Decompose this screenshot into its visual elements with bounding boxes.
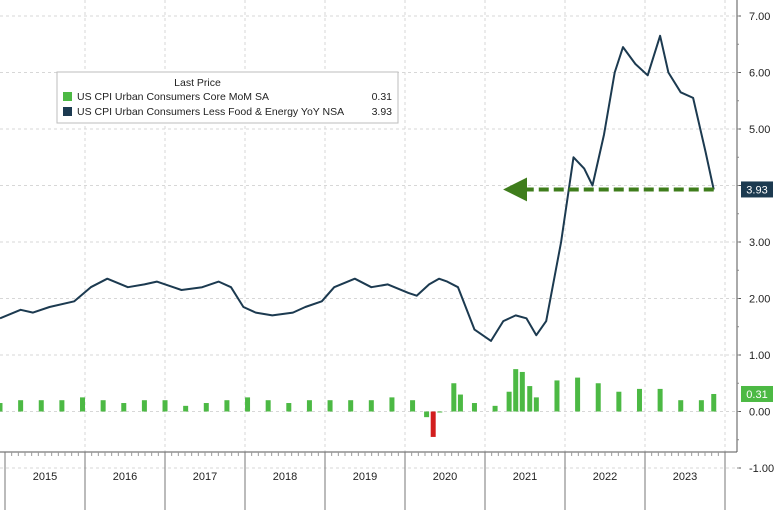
- bar: [38, 400, 44, 412]
- x-tick-label: 2015: [33, 471, 57, 483]
- bar: [678, 400, 684, 412]
- bar: [203, 403, 209, 412]
- x-tick-label: 2021: [513, 471, 537, 483]
- last-value-tag-label: 0.31: [746, 389, 767, 401]
- bar: [80, 397, 86, 412]
- x-tick-label: 2022: [593, 471, 617, 483]
- bar: [348, 400, 354, 412]
- bar: [245, 397, 251, 412]
- bar: [121, 403, 127, 412]
- bar: [616, 391, 622, 412]
- y-tick-label: -1.00: [749, 463, 774, 475]
- legend-entry-value: 3.93: [372, 106, 393, 118]
- y-tick-label: 1.00: [749, 350, 770, 362]
- x-tick-label: 2018: [273, 471, 297, 483]
- x-tick-label: 2019: [353, 471, 377, 483]
- bar: [513, 369, 519, 412]
- y-tick-label: 0.00: [749, 407, 770, 419]
- bar: [410, 400, 416, 412]
- bar: [0, 403, 3, 412]
- x-tick-label: 2016: [113, 471, 137, 483]
- last-value-tag-bg: [741, 385, 773, 402]
- bar: [519, 371, 525, 412]
- bar: [595, 383, 601, 412]
- x-tick-label: 2020: [433, 471, 457, 483]
- legend-entry-label: US CPI Urban Consumers Core MoM SA: [77, 91, 269, 103]
- last-value-tag-label: 3.93: [746, 184, 767, 196]
- bars-series: [0, 369, 717, 437]
- bar: [457, 394, 463, 412]
- legend-entry-value: 0.31: [372, 91, 393, 103]
- bar: [265, 400, 271, 412]
- y-tick-label: 5.00: [749, 124, 770, 136]
- bar: [657, 388, 663, 412]
- bar: [141, 400, 147, 412]
- legend-swatch: [63, 107, 72, 116]
- bar: [533, 397, 539, 412]
- x-tick-label: 2017: [193, 471, 217, 483]
- legend-box: [56, 71, 399, 124]
- bar: [162, 400, 168, 412]
- bar: [554, 380, 560, 412]
- bar: [492, 405, 498, 412]
- legend-swatch: [63, 92, 72, 101]
- y-tick-label: 2.00: [749, 294, 770, 306]
- last-value-tag: 0.31: [741, 385, 773, 402]
- bar: [506, 391, 512, 412]
- bar: [18, 400, 24, 412]
- legend-title: Last Price: [174, 77, 221, 89]
- bar: [451, 383, 457, 412]
- y-tick-label: 3.00: [749, 237, 770, 249]
- bar: [286, 403, 292, 412]
- y-tick-label: 6.00: [749, 68, 770, 80]
- legend-entry-label: US CPI Urban Consumers Less Food & Energ…: [77, 106, 344, 118]
- x-tick-label: 2023: [673, 471, 697, 483]
- y-tick-label: 7.00: [749, 11, 770, 23]
- line-series: [0, 34, 715, 342]
- bar: [430, 411, 436, 437]
- bar: [100, 400, 106, 412]
- last-value-tag: 3.93: [741, 181, 773, 198]
- bar: [575, 377, 581, 412]
- bar: [711, 393, 717, 412]
- bar: [183, 405, 189, 412]
- series-line: [0, 34, 715, 342]
- bar: [368, 400, 374, 412]
- bar: [389, 397, 395, 412]
- bar: [437, 411, 443, 413]
- bar: [306, 400, 312, 412]
- bar: [59, 400, 65, 412]
- bar: [471, 403, 477, 412]
- bar: [636, 388, 642, 412]
- grid: [0, 0, 737, 469]
- legend: Last Price US CPI Urban Consumers Core Mo…: [56, 71, 399, 124]
- bar: [527, 386, 533, 412]
- bar: [327, 400, 333, 412]
- bar: [224, 400, 230, 412]
- last-value-tags: 3.93 0.31: [741, 181, 773, 402]
- bar: [698, 400, 704, 412]
- bar: [424, 411, 430, 418]
- last-value-tag-bg: [741, 181, 773, 198]
